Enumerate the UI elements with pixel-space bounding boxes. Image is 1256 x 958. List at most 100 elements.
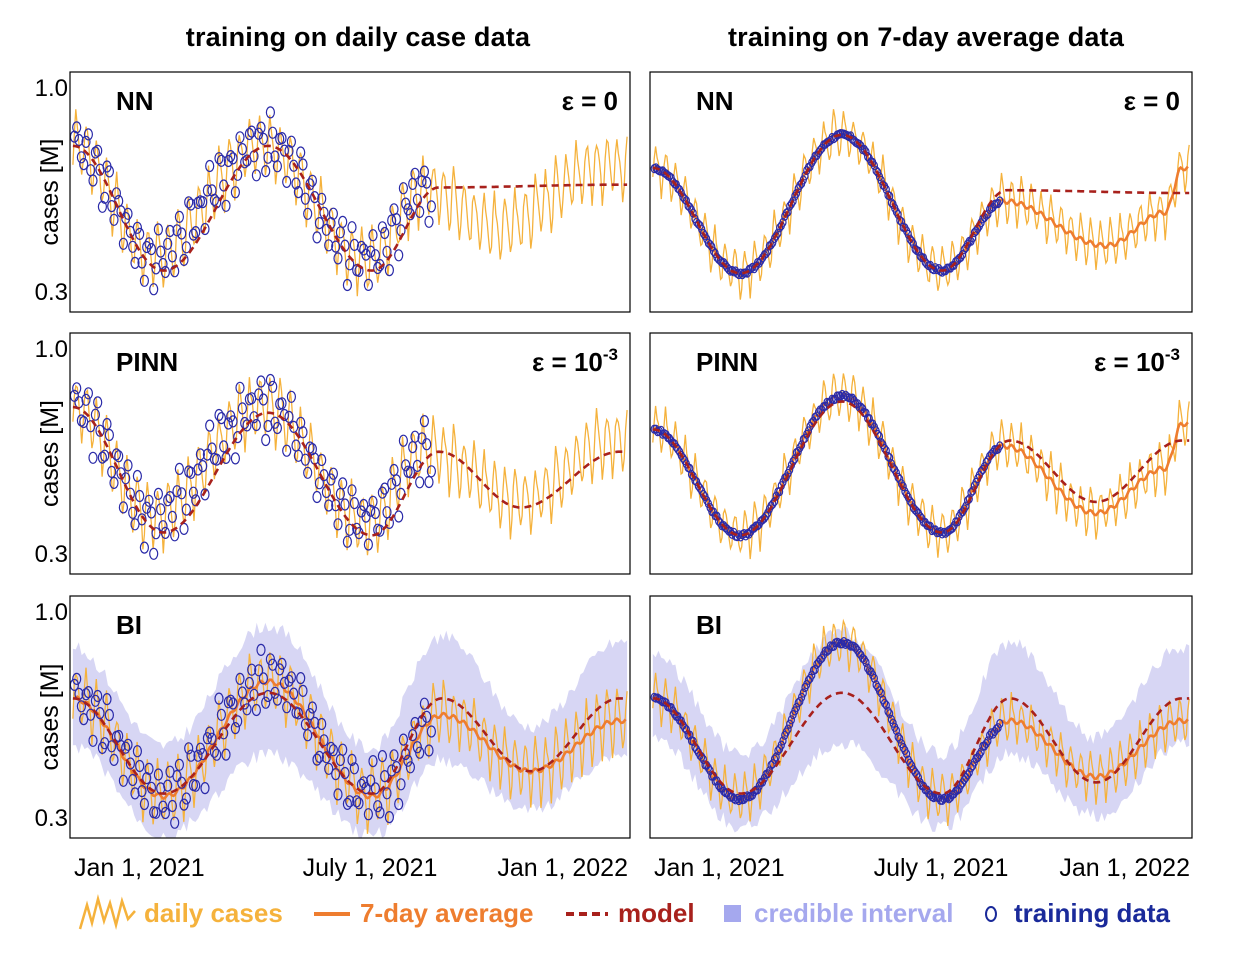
training-point xyxy=(107,465,117,478)
training-point xyxy=(125,757,135,770)
training-point xyxy=(284,410,294,423)
training-point xyxy=(258,132,268,145)
training-point xyxy=(349,762,359,775)
training-point xyxy=(88,174,98,187)
legend-ci-swatch xyxy=(724,905,741,922)
training-point xyxy=(305,707,315,721)
panel-nn-daily: NN ε = 0 1.0 0.3 cases [M] xyxy=(35,71,631,313)
training-point xyxy=(359,498,369,512)
training-point xyxy=(235,381,245,394)
x-tick-label: Jan 1, 2022 xyxy=(497,854,628,882)
training-point xyxy=(969,486,977,496)
training-point xyxy=(326,473,336,486)
panel-frame xyxy=(649,71,1193,313)
training-point xyxy=(424,215,434,228)
training-point xyxy=(172,769,182,783)
training-point xyxy=(384,810,394,824)
training-point xyxy=(79,158,89,171)
training-point xyxy=(424,475,434,489)
panel-frame xyxy=(69,595,631,839)
training-point xyxy=(219,727,229,740)
epsilon-label: ε = 0 xyxy=(562,86,618,116)
training-point xyxy=(212,453,222,466)
training-point xyxy=(179,798,189,811)
x-tick-label: Jan 1, 2021 xyxy=(74,854,205,882)
training-point xyxy=(128,506,138,519)
training-point xyxy=(767,760,775,770)
training-point xyxy=(123,207,133,220)
training-point xyxy=(114,450,124,463)
training-point xyxy=(426,200,436,213)
training-point xyxy=(312,231,322,244)
training-point xyxy=(240,697,250,710)
training-point xyxy=(338,477,348,490)
training-point xyxy=(797,440,806,450)
training-point xyxy=(242,703,252,716)
training-point xyxy=(787,199,796,209)
training-point xyxy=(137,784,147,798)
y-tick-label: 0.3 xyxy=(35,279,68,306)
training-point xyxy=(975,749,984,760)
training-point xyxy=(410,167,420,180)
training-point xyxy=(914,246,923,256)
training-point xyxy=(682,196,691,206)
training-point xyxy=(226,694,236,707)
training-point xyxy=(109,476,119,489)
training-point xyxy=(284,674,294,687)
training-point xyxy=(368,229,378,242)
training-point xyxy=(310,191,320,204)
training-point xyxy=(153,487,163,500)
training-point xyxy=(303,466,313,479)
training-point xyxy=(151,806,161,819)
training-point xyxy=(709,246,718,256)
training-point xyxy=(172,485,182,498)
training-point xyxy=(272,421,282,435)
training-point xyxy=(186,749,196,762)
training-point xyxy=(153,223,163,236)
training-point xyxy=(317,192,327,205)
column-title-average: training on 7-day average data xyxy=(727,22,1125,52)
training-point xyxy=(387,214,397,227)
training-point xyxy=(300,192,310,205)
training-point xyxy=(279,676,289,690)
training-point xyxy=(363,278,373,291)
training-point xyxy=(212,748,222,761)
training-point xyxy=(118,501,129,514)
training-point xyxy=(193,463,203,476)
training-point xyxy=(219,440,229,453)
training-point xyxy=(100,191,110,204)
training-point xyxy=(772,752,780,762)
training-point xyxy=(906,496,914,506)
training-point xyxy=(177,487,187,500)
training-point xyxy=(674,444,682,454)
training-point xyxy=(401,197,411,210)
y-axis-label: cases [M] xyxy=(36,400,64,507)
training-point xyxy=(247,125,257,138)
training-point xyxy=(179,522,189,536)
training-point xyxy=(908,236,916,246)
training-point xyxy=(338,215,348,228)
training-point xyxy=(200,781,210,795)
training-point xyxy=(689,736,697,747)
training-point xyxy=(314,477,324,490)
training-point xyxy=(738,270,746,280)
training-point xyxy=(380,769,390,783)
training-point xyxy=(286,390,296,403)
training-point xyxy=(214,692,224,705)
training-point xyxy=(235,131,245,144)
training-point xyxy=(886,709,894,719)
training-data-markers xyxy=(70,643,436,829)
training-point xyxy=(251,703,261,717)
training-point xyxy=(799,688,807,698)
training-point xyxy=(894,472,902,482)
legend-model: model xyxy=(562,888,695,938)
training-point xyxy=(726,526,735,537)
training-point xyxy=(373,261,383,275)
training-point xyxy=(419,415,429,428)
training-point xyxy=(896,734,904,744)
training-point xyxy=(366,245,376,258)
training-point xyxy=(88,451,98,464)
training-point xyxy=(419,697,429,710)
training-point xyxy=(405,466,415,479)
training-point xyxy=(347,484,357,497)
